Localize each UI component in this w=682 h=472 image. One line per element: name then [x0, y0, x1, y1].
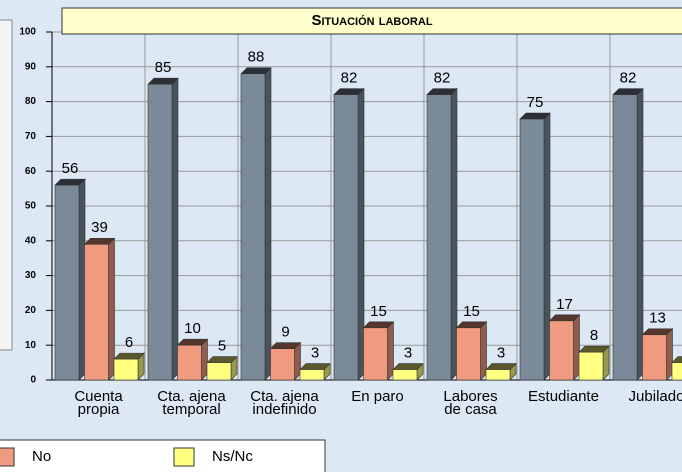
bar-side	[666, 328, 673, 381]
y-tick-label: 40	[25, 235, 37, 246]
value-label: 3	[404, 345, 412, 362]
x-tick-label: temporal	[162, 401, 220, 418]
value-label: 9	[281, 324, 289, 341]
value-label: 82	[341, 70, 358, 87]
bar-top	[671, 356, 682, 363]
legend-label: No	[32, 448, 51, 465]
x-tick-label: Cta. ajena	[250, 388, 319, 405]
bar-side	[450, 87, 458, 381]
value-label: 88	[248, 49, 265, 66]
legend	[0, 439, 326, 472]
bar-side	[636, 87, 644, 381]
value-label: 82	[434, 70, 451, 87]
bar	[240, 73, 266, 381]
legend-swatch	[0, 447, 15, 467]
bar	[177, 344, 202, 381]
bar	[612, 94, 638, 381]
y-tick-label: 50	[25, 201, 37, 212]
chart-title: Situación laboral	[311, 12, 432, 29]
bar	[84, 243, 109, 381]
bar-side	[543, 112, 551, 381]
bar-side	[573, 314, 580, 381]
x-tick-label: indefinido	[252, 401, 316, 418]
bar-side	[78, 178, 86, 381]
bar	[299, 369, 325, 381]
bar-side	[387, 321, 394, 381]
value-label: 13	[649, 310, 666, 327]
bar	[333, 94, 359, 381]
bar-side	[171, 77, 179, 381]
legend-label: Ns/Nc	[212, 448, 253, 465]
bar	[392, 369, 418, 381]
x-tick-label: Estudiante	[528, 388, 599, 405]
value-label: 5	[218, 338, 226, 355]
bar	[519, 118, 545, 381]
value-label: 17	[556, 296, 573, 313]
x-tick-label: propia	[78, 401, 120, 418]
value-label: 6	[125, 334, 133, 351]
bar	[456, 327, 481, 381]
y-tick-label: 80	[25, 96, 37, 107]
x-tick-label: Labores	[443, 388, 497, 405]
bar	[206, 362, 232, 381]
value-label: 15	[463, 303, 480, 320]
x-tick-label: Jubilado	[629, 388, 682, 405]
value-label: 85	[155, 59, 172, 76]
bar	[549, 320, 574, 381]
y-tick-label: 20	[25, 305, 37, 316]
x-tick-label: Cta. ajena	[157, 388, 226, 405]
y-tick-label: 60	[25, 166, 37, 177]
bar-side	[201, 338, 208, 381]
bar-side	[264, 67, 272, 381]
x-tick-label: de casa	[444, 401, 497, 418]
bar	[363, 327, 388, 381]
bar	[485, 369, 511, 381]
side-panel	[0, 19, 13, 351]
bar	[54, 184, 80, 381]
value-label: 3	[311, 345, 319, 362]
bar-side	[294, 341, 301, 381]
bar	[642, 334, 667, 381]
bars: 5639685105889382153821537517882135	[54, 49, 682, 381]
title-box	[61, 7, 682, 35]
value-label: 15	[370, 303, 387, 320]
bar-side	[357, 87, 365, 381]
value-label: 3	[497, 345, 505, 362]
value-label: 82	[620, 70, 637, 87]
bar	[671, 362, 682, 381]
bar-side	[480, 321, 487, 381]
y-tick-label: 70	[25, 131, 37, 142]
value-label: 75	[527, 94, 544, 111]
bar	[147, 83, 173, 381]
y-tick-label: 30	[25, 270, 37, 281]
value-label: 56	[62, 160, 79, 177]
bar	[578, 351, 604, 381]
value-label: 39	[91, 219, 108, 236]
bar	[426, 94, 452, 381]
bar	[113, 358, 139, 381]
y-tick-label: 10	[25, 340, 37, 351]
y-tick-label: 0	[30, 375, 36, 386]
x-tick-label: Cuenta	[74, 388, 123, 405]
legend-swatch	[173, 447, 195, 467]
y-tick-label: 90	[25, 61, 37, 72]
y-tick-label: 100	[19, 27, 36, 38]
bar	[270, 348, 295, 381]
legend-items: No Ns/Nc	[0, 447, 253, 467]
value-label: 10	[184, 320, 201, 337]
x-tick-label: En paro	[351, 388, 404, 405]
bar-side	[108, 237, 115, 381]
value-label: 8	[590, 327, 598, 344]
